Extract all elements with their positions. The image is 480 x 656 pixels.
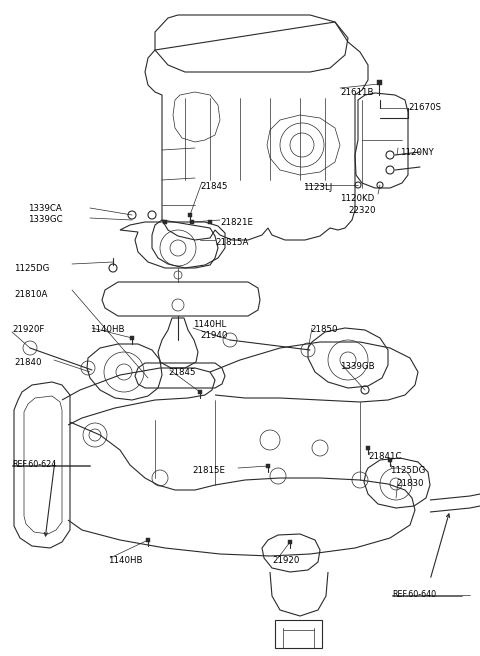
Text: 21940: 21940 xyxy=(200,331,228,340)
Text: 21850: 21850 xyxy=(310,325,337,334)
Bar xyxy=(146,538,150,542)
Text: 21920F: 21920F xyxy=(12,325,44,334)
Text: 21611B: 21611B xyxy=(340,88,373,97)
Text: 21821E: 21821E xyxy=(220,218,253,227)
Text: 1140HL: 1140HL xyxy=(193,320,226,329)
Text: 1140HB: 1140HB xyxy=(90,325,124,334)
Text: REF.60-640: REF.60-640 xyxy=(392,590,436,599)
Text: 1140HB: 1140HB xyxy=(108,556,143,565)
Text: 1339GB: 1339GB xyxy=(340,362,374,371)
Text: 21841C: 21841C xyxy=(368,452,401,461)
Bar xyxy=(130,336,134,340)
Text: 21810A: 21810A xyxy=(14,290,48,299)
Text: 21670S: 21670S xyxy=(408,103,441,112)
Text: 21815E: 21815E xyxy=(192,466,225,475)
Text: 1120NY: 1120NY xyxy=(400,148,434,157)
Text: 1339GC: 1339GC xyxy=(28,215,62,224)
Bar xyxy=(288,540,292,544)
Bar xyxy=(188,213,192,217)
Text: 1125DG: 1125DG xyxy=(390,466,425,475)
Text: 21830: 21830 xyxy=(396,479,423,488)
Text: 1339CA: 1339CA xyxy=(28,204,62,213)
Bar xyxy=(198,390,202,394)
Bar xyxy=(163,220,167,224)
Text: 1120KD: 1120KD xyxy=(340,194,374,203)
Text: 21845: 21845 xyxy=(168,368,195,377)
Bar xyxy=(208,220,212,224)
Text: 21840: 21840 xyxy=(14,358,41,367)
Bar xyxy=(190,220,194,224)
Bar xyxy=(366,446,370,450)
Text: 21845: 21845 xyxy=(200,182,228,191)
Text: 1123LJ: 1123LJ xyxy=(303,183,332,192)
Bar xyxy=(388,458,392,462)
Text: REF.60-624: REF.60-624 xyxy=(12,460,56,469)
Text: 1125DG: 1125DG xyxy=(14,264,49,273)
Bar xyxy=(376,79,382,85)
Text: 21815A: 21815A xyxy=(215,238,248,247)
Text: 21920: 21920 xyxy=(272,556,300,565)
Bar xyxy=(266,464,270,468)
Text: 22320: 22320 xyxy=(348,206,375,215)
